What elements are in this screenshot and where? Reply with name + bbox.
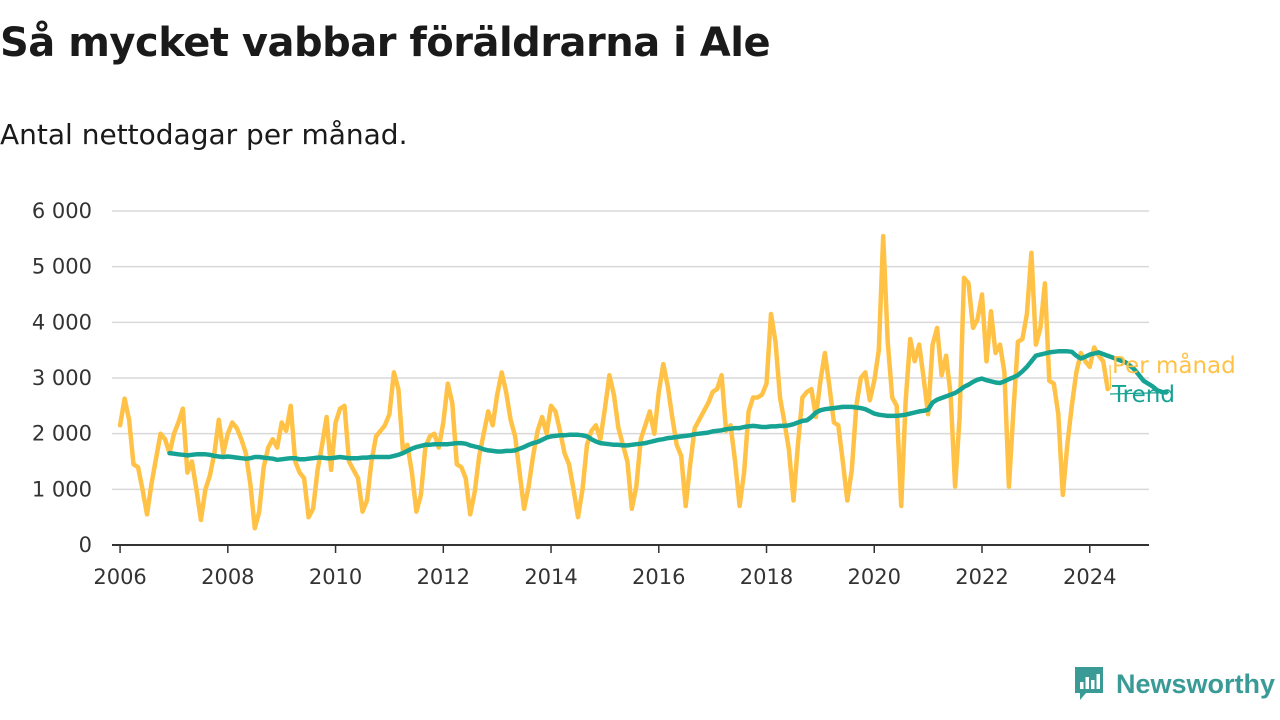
x-tick-label: 2022: [955, 565, 1008, 589]
y-tick-label: 4 000: [32, 310, 92, 334]
x-tick-label: 2012: [417, 565, 470, 589]
x-tick-label: 2008: [201, 565, 254, 589]
y-tick-label: 1 000: [32, 477, 92, 501]
chart-subtitle: Antal nettodagar per månad.: [0, 118, 408, 151]
newsworthy-brand[interactable]: Newsworthy: [1072, 664, 1275, 704]
y-tick-label: 3 000: [32, 366, 92, 390]
x-tick-label: 2006: [93, 565, 146, 589]
x-tick-label: 2010: [309, 565, 362, 589]
y-tick-label: 0: [79, 533, 92, 557]
legend-connector: [1109, 391, 1170, 395]
newsworthy-logo-icon: [1075, 667, 1103, 700]
legend-label: Trend: [1111, 382, 1175, 408]
brand-name: Newsworthy: [1116, 668, 1276, 699]
legend-label: Per månad: [1112, 351, 1236, 379]
series-line-trend: [167, 349, 1169, 463]
series-line-per-månad: [117, 233, 1110, 531]
x-tick-label: 2020: [848, 565, 901, 589]
y-tick-label: 6 000: [32, 199, 92, 223]
x-tick-label: 2016: [632, 565, 685, 589]
chart-title: Så mycket vabbar föräldrarna i Ale: [0, 20, 771, 66]
x-tick-label: 2014: [524, 565, 577, 589]
x-tick-label: 2024: [1063, 565, 1116, 589]
series-lines: [117, 233, 1169, 531]
y-tick-label: 2 000: [32, 422, 92, 446]
legend: Per månad Trend: [1109, 351, 1236, 408]
legend-connector: [1109, 364, 1112, 390]
y-tick-label: 5 000: [32, 255, 92, 279]
x-tick-label: 2018: [740, 565, 793, 589]
axes: 0 1 000 2 000 3 000 4 000 5 000 6 000 2006 2008 2…: [32, 199, 1149, 589]
